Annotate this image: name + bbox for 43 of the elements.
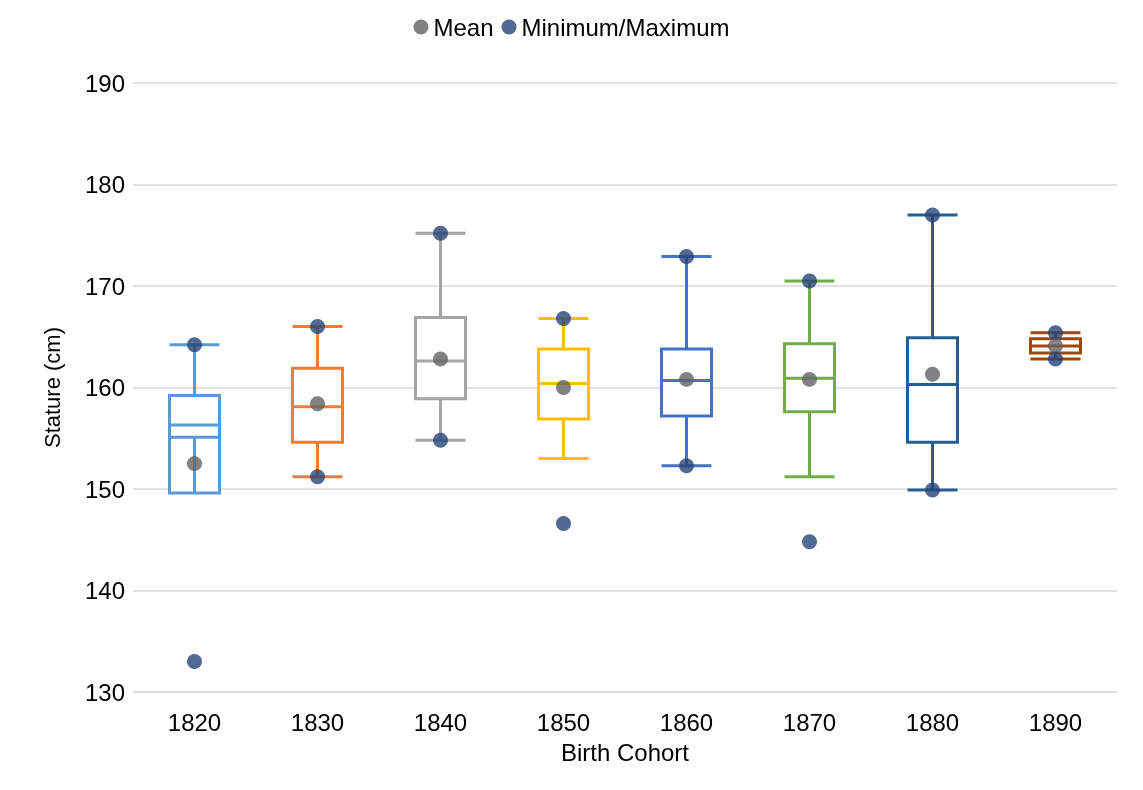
y-tick-label: 160 (84, 374, 125, 401)
x-tick-label: 1860 (659, 708, 714, 736)
point (925, 366, 940, 382)
point (433, 432, 448, 448)
point (433, 225, 448, 241)
x-tick-label: 1850 (536, 708, 591, 736)
y-tick-label: 140 (84, 577, 125, 604)
point (433, 351, 448, 367)
point (802, 371, 817, 387)
legend-label: Minimum/Maximum (521, 13, 730, 41)
y-tick-label: 150 (84, 475, 125, 503)
point (1048, 338, 1063, 354)
y-tick-label: 130 (84, 678, 125, 706)
x-tick-label: 1840 (413, 708, 468, 736)
point (925, 482, 940, 498)
point (310, 319, 325, 335)
point (310, 469, 325, 485)
y-tick-label: 180 (84, 171, 125, 198)
point (556, 310, 571, 326)
point (925, 207, 940, 223)
point (556, 516, 571, 532)
y-axis-title: Stature (cm) (39, 326, 65, 449)
point (679, 249, 694, 265)
point (1048, 351, 1063, 367)
point (802, 273, 817, 289)
point (802, 534, 817, 550)
point (556, 380, 571, 395)
point (310, 396, 325, 412)
point (1048, 325, 1063, 341)
y-tick-label: 190 (84, 69, 125, 97)
x-tick-label: 1820 (167, 708, 222, 736)
x-tick-label: 1890 (1028, 708, 1083, 736)
point (679, 458, 694, 474)
x-tick-label: 1880 (905, 708, 960, 736)
x-tick-label: 1830 (290, 708, 345, 736)
legend-label: Mean (433, 13, 494, 41)
point (187, 654, 202, 670)
x-axis-title: Birth Cohort (560, 738, 690, 766)
x-tick-label: 1870 (782, 708, 837, 736)
point (679, 371, 694, 387)
y-tick-label: 170 (84, 272, 125, 300)
point (187, 456, 202, 472)
point (187, 337, 202, 353)
